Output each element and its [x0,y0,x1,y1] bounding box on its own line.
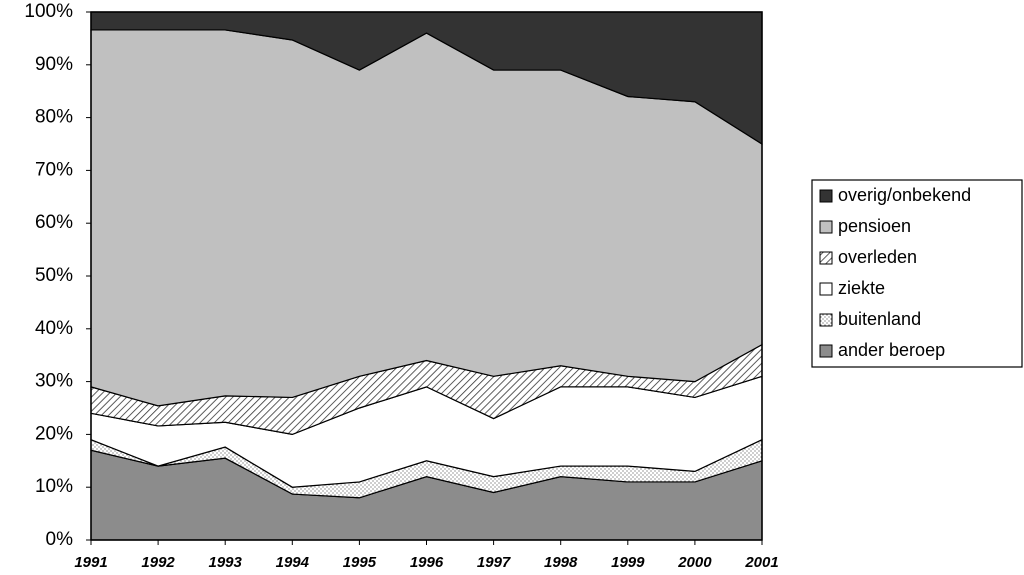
y-tick-label: 100% [24,1,73,22]
legend-label: ander beroep [838,340,945,360]
x-tick-label: 2000 [677,554,712,571]
legend-label: buitenland [838,309,921,329]
y-tick-label: 40% [35,318,73,339]
x-tick-label: 1999 [611,554,645,571]
x-tick-label: 1995 [343,554,377,571]
x-tick-label: 1997 [477,554,511,571]
legend-label: ziekte [838,278,885,298]
x-tick-label: 1993 [209,554,243,571]
x-tick-label: 1994 [276,554,310,571]
legend-label: overleden [838,247,917,267]
legend-swatch [819,313,833,327]
legend-label: pensioen [838,216,911,236]
y-tick-label: 0% [46,529,74,550]
x-tick-label: 1992 [141,554,175,571]
x-tick-label: 1996 [410,554,444,571]
y-tick-label: 80% [35,107,73,128]
legend-swatch [819,189,833,203]
legend-box [811,179,1023,368]
legend-swatch [819,251,833,265]
legend-swatch [819,344,833,358]
x-tick-label: 1991 [74,554,107,571]
y-tick-label: 60% [35,212,73,233]
y-tick-label: 30% [35,371,73,392]
y-tick-label: 50% [35,265,73,286]
x-tick-label: 1998 [544,554,578,571]
y-tick-label: 20% [35,423,73,444]
legend-label: overig/onbekend [838,185,971,205]
y-tick-label: 90% [35,54,73,75]
x-tick-label: 2001 [744,554,778,571]
y-tick-label: 10% [35,476,73,497]
legend-swatch [819,220,833,234]
y-tick-label: 70% [35,159,73,180]
legend-swatch [819,282,833,296]
